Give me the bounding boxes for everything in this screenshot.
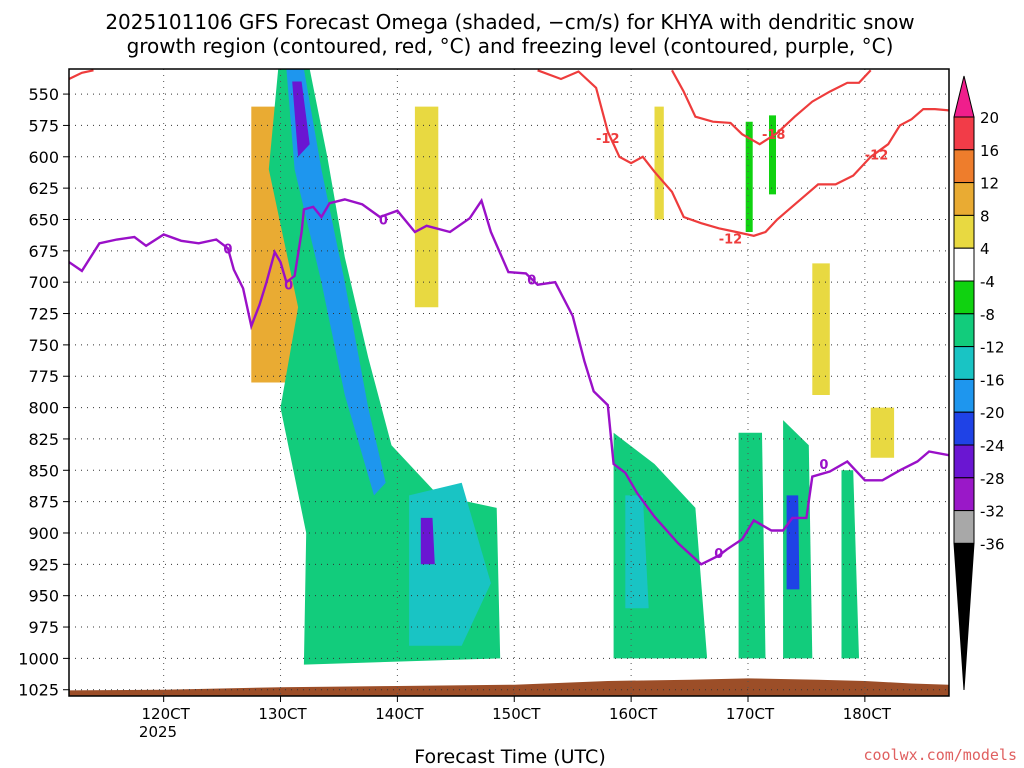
y-tick-label: 675 [28,242,59,261]
ground-fill [69,678,949,696]
y-tick-label: 825 [28,430,59,449]
omega-area-max-14-2 [420,517,435,565]
dgz-contour-label: -12 [596,132,620,147]
colorbar-bottom-arrow [953,542,975,691]
colorbar-tick-label: 20 [980,109,999,127]
colorbar-tick-label: 8 [980,207,990,225]
y-tick-label: 575 [28,116,59,135]
omega-area-block-17 [738,432,766,659]
x-tick-label: 120CT [142,705,191,723]
colorbar-band [953,149,975,184]
y-tick-label: 950 [28,587,59,606]
omega-area-yellow-18-1-blob [870,407,895,458]
freezing-level-label: 0 [714,547,723,562]
chart-title-line-1: 2025101106 GFS Forecast Omega (shaded, −… [105,10,914,34]
omega-area-block-17-1-upper [745,121,753,232]
y-axis: 550 575 600 625 650 675 700 725 750 775 800 825 850 8… [18,85,69,700]
y-tick-label: 725 [28,305,59,324]
dgz-contour-1 [537,69,949,237]
colorbar-tick-label: -4 [980,273,995,291]
colorbar-band [953,313,975,348]
y-tick-label: 650 [28,210,59,229]
colorbar-tick-label: -12 [980,339,1005,357]
x-tick-label: 170CT [726,705,775,723]
omega-area-yellow-16-25-column [654,106,664,220]
dgz-contour-0 [69,69,94,80]
credit-label: coolwx.com/models [863,746,1017,764]
freezing-level-line [69,197,949,566]
dgz-contour-label: -12 [719,232,743,247]
y-tick-label: 625 [28,179,59,198]
colorbar-band [953,116,975,151]
freezing-level-label: 0 [819,458,828,473]
colorbar-top-arrow [953,75,975,118]
y-tick-label: 550 [28,85,59,104]
colorbar-tick-label: -32 [980,503,1005,521]
contour-lines [69,69,949,566]
x-tick-label: 150CT [492,705,541,723]
colorbar-tick-label: -36 [980,535,1005,553]
colorbar-tick-label: -20 [980,404,1005,422]
freezing-level-label: 0 [527,274,536,289]
contour-labels: -12 -12 -12 -18 0 0 0 0 0 0 [223,128,888,562]
freezing-level-label: 0 [284,279,293,294]
year-label: 2025 [139,723,177,741]
colorbar-tick-label: -28 [980,470,1005,488]
colorbar-band [953,411,975,446]
dgz-contour-label: -12 [865,148,889,163]
colorbar-band [953,444,975,479]
y-tick-label: 600 [28,148,59,167]
y-tick-label: 1025 [18,681,59,700]
y-tick-label: 975 [28,618,59,637]
omega-area-diagonal-core [286,69,386,496]
colorbar-band [953,280,975,315]
omega-area-diagonal-max [292,81,310,157]
x-axis: 120CT 130CT 140CT 150CT 160CT 170CT 180CT [142,696,892,723]
omega-area-yellow-14-2-column [414,106,439,308]
y-tick-label: 850 [28,461,59,480]
x-tick-label: 140CT [375,705,424,723]
dgz-contour-2 [671,69,872,146]
colorbar-tick-label: -8 [980,306,995,324]
plot-frame [68,68,950,697]
y-tick-label: 775 [28,367,59,386]
grid-lines [69,69,949,696]
omega-shading [251,69,895,665]
colorbar-tick-label: 4 [980,240,990,258]
colorbar-band [953,182,975,216]
y-tick-label: 750 [28,336,59,355]
omega-area-max-17-3 [786,495,800,590]
colorbar-tick-label: -24 [980,437,1005,455]
x-axis-label: Forecast Time (UTC) [414,746,605,768]
colorbar-tick-label: -16 [980,371,1005,389]
colorbar-band [953,378,975,413]
x-tick-label: 160CT [609,705,658,723]
ground-terrain [69,678,949,696]
y-tick-label: 875 [28,493,59,512]
dgz-contour-label: -18 [762,128,786,143]
y-tick-label: 700 [28,273,59,292]
colorbar-band [953,510,975,544]
y-tick-label: 900 [28,524,59,543]
freezing-level-label: 0 [223,242,232,257]
y-tick-label: 800 [28,399,59,418]
colorbar-tick-label: 12 [980,175,999,193]
x-tick-label: 130CT [258,705,307,723]
colorbar-legend: 20 16 12 8 4 -4 -8 -12 -16 -20 -24 -28 -32 -36 [953,75,1005,691]
omega-area-block-17-8 [841,470,859,659]
colorbar-band [953,247,975,282]
colorbar-band [953,477,975,512]
omega-area-yellow-17-6-blob [812,263,830,395]
y-tick-label: 1000 [18,649,59,668]
colorbar-band [953,214,975,249]
y-tick-label: 925 [28,555,59,574]
chart-title-line-2: growth region (contoured, red, °C) and f… [127,34,894,58]
colorbar-band [953,346,975,380]
x-tick-label: 180CT [843,705,892,723]
colorbar-tick-label: 16 [980,142,999,160]
freezing-level-label: 0 [379,213,388,228]
